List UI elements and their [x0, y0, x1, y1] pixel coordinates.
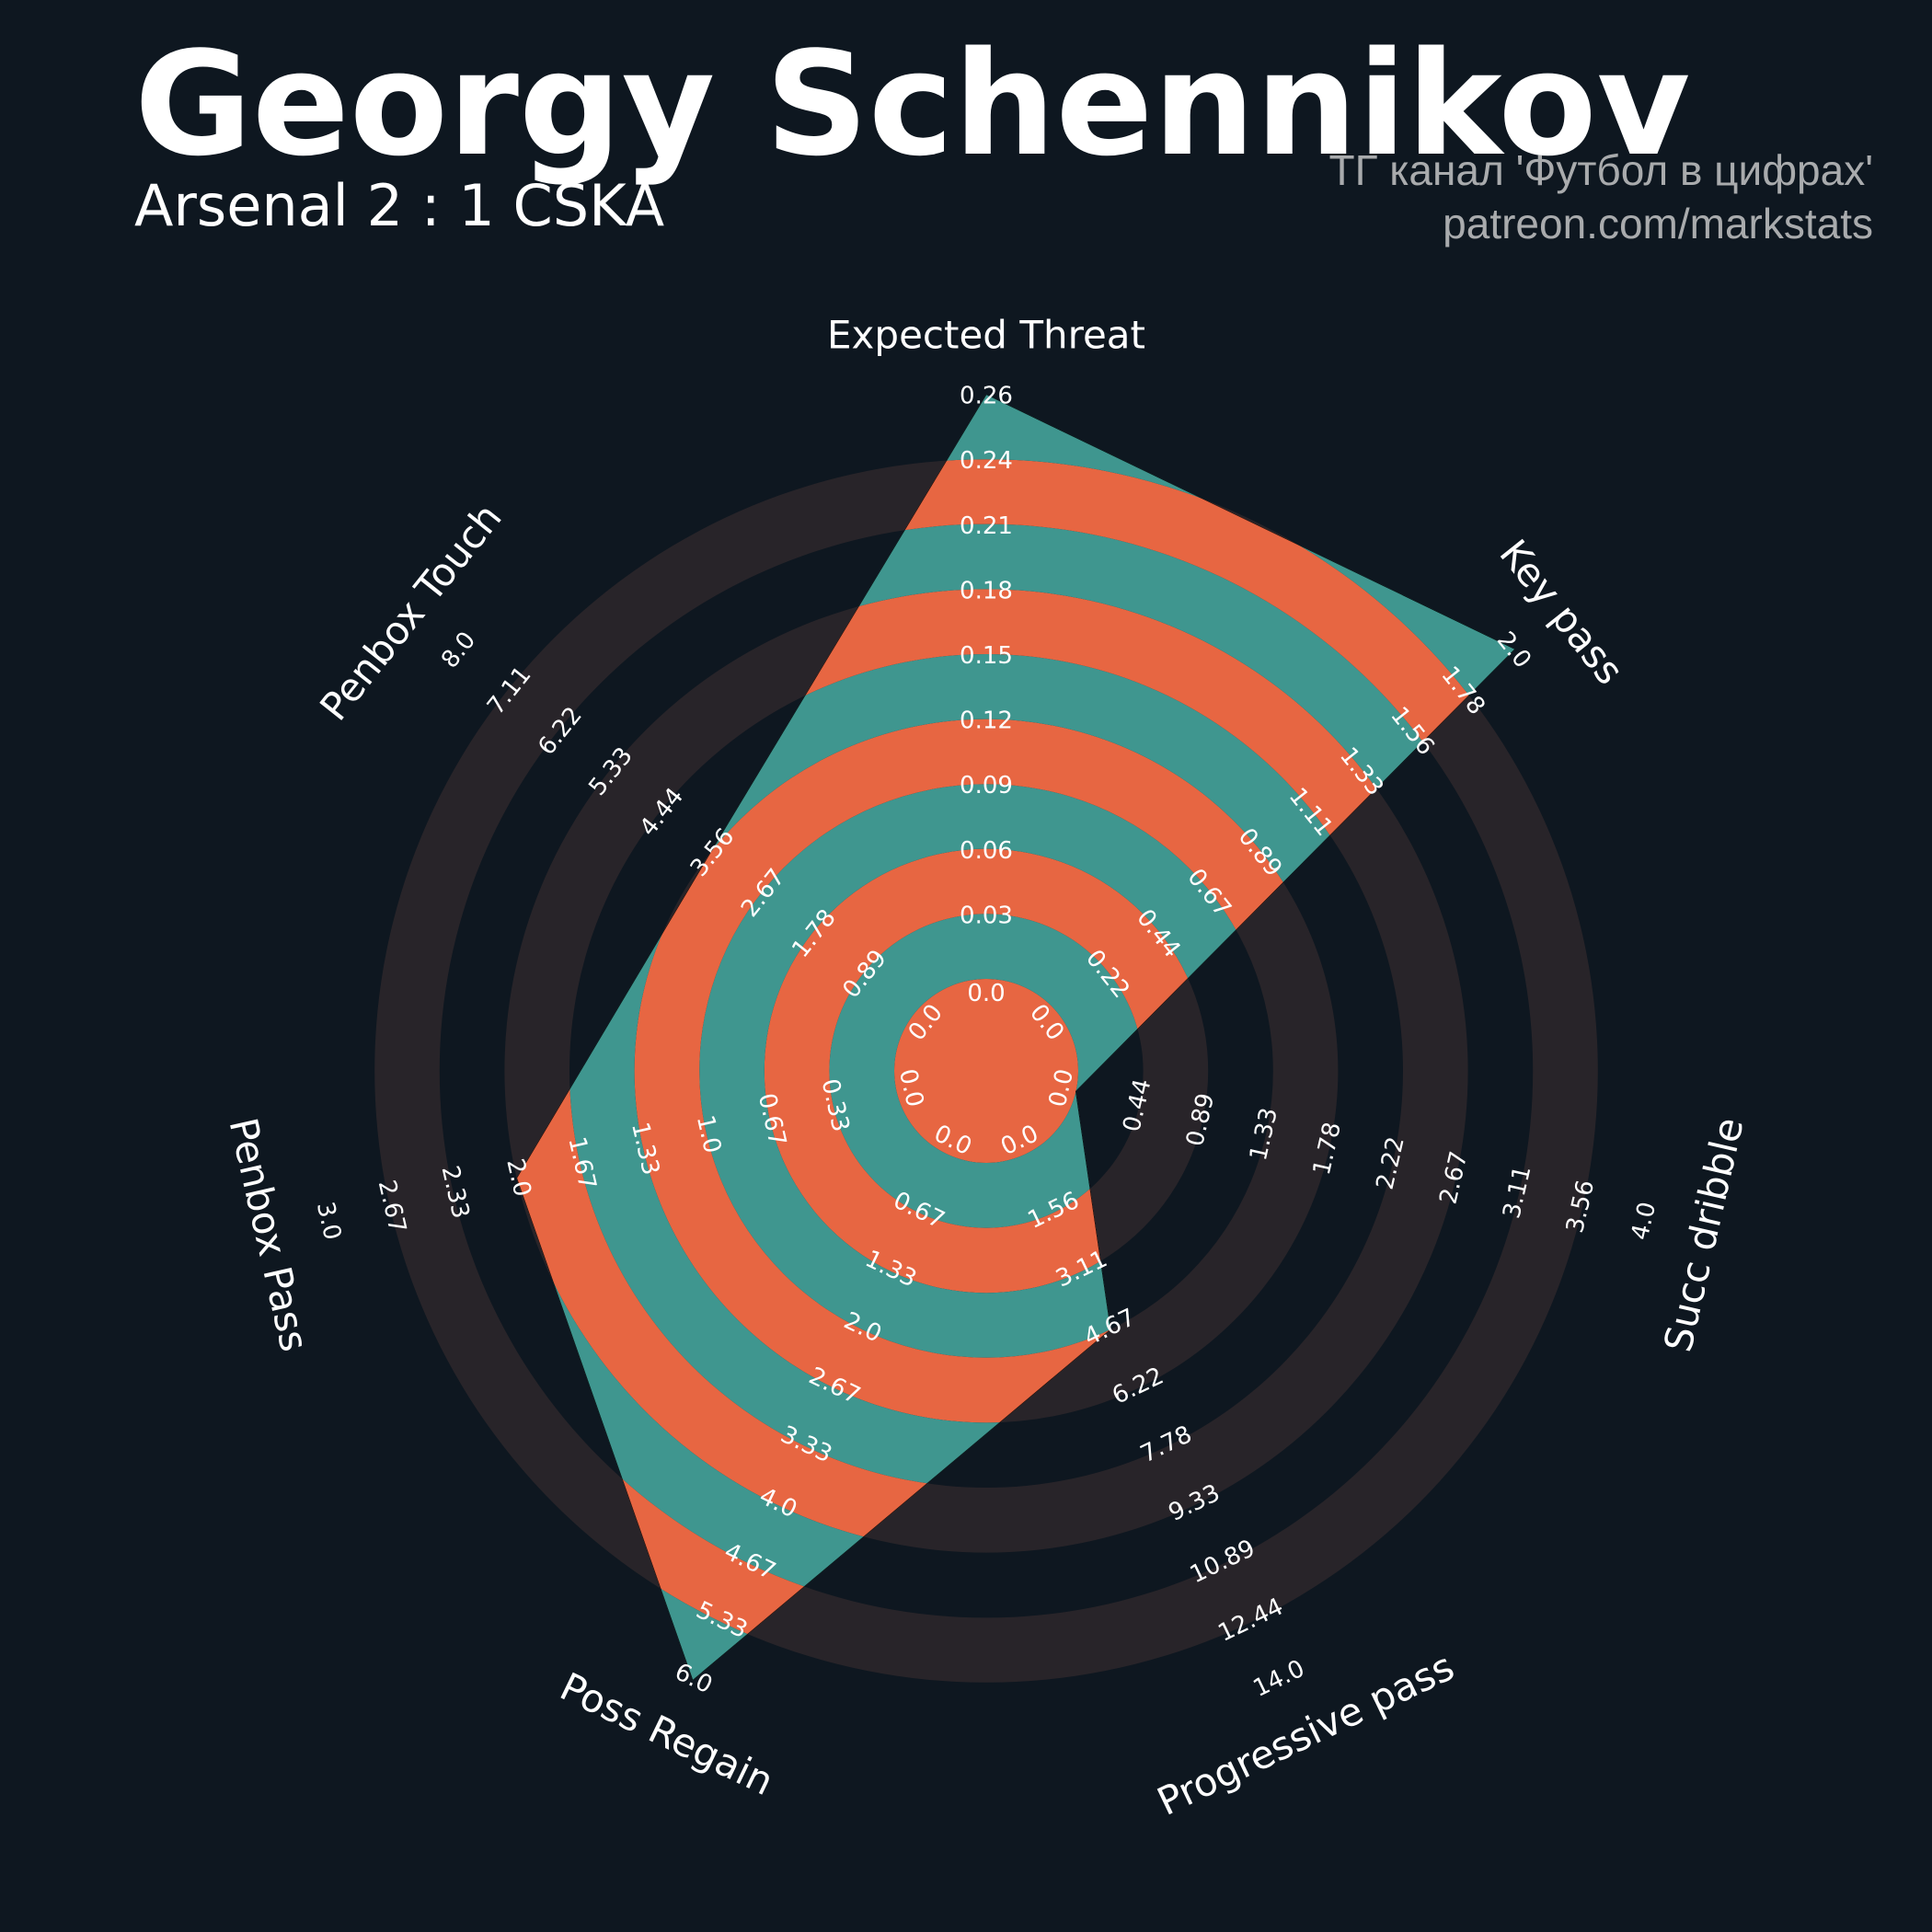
player-ring [894, 979, 1078, 1163]
tick-label: 0.03 [960, 902, 1013, 929]
tick-label: 4.0 [1627, 1200, 1662, 1243]
patreon-credit: patreon.com/markstats [1443, 200, 1873, 247]
tick-label: 2.0 [1491, 627, 1536, 673]
tick-label: 0.21 [960, 512, 1013, 540]
tick-label: 0.26 [960, 383, 1013, 410]
player-name-title: Georgy Schennikov [134, 20, 1691, 188]
player-ring [829, 914, 1144, 1228]
param-label: Progressive pass [1150, 1644, 1461, 1824]
tick-label: 14.0 [1249, 1655, 1309, 1703]
telegram-channel-credit: ТГ канал 'Футбол в цифрах' [1328, 146, 1873, 194]
tick-label: 0.12 [960, 707, 1013, 735]
tick-label: 3.0 [311, 1200, 346, 1243]
param-label: Poss Regain [553, 1663, 780, 1804]
tick-label: 0.18 [960, 577, 1013, 604]
match-score-subtitle: Arsenal 2 : 1 CSKA [134, 172, 665, 239]
param-label: Penbox Touch [311, 495, 511, 729]
tick-label: 0.06 [960, 837, 1013, 865]
tick-label: 0.09 [960, 772, 1013, 799]
tick-label: 0.24 [960, 447, 1013, 475]
param-label: Penbox Pass [220, 1114, 316, 1356]
tick-label: 0.15 [960, 642, 1013, 670]
tick-label: 0.0 [967, 980, 1005, 1007]
tick-label: 8.0 [436, 627, 481, 673]
param-label: Succ dribble [1655, 1113, 1752, 1356]
param-label: Expected Threat [827, 313, 1145, 358]
